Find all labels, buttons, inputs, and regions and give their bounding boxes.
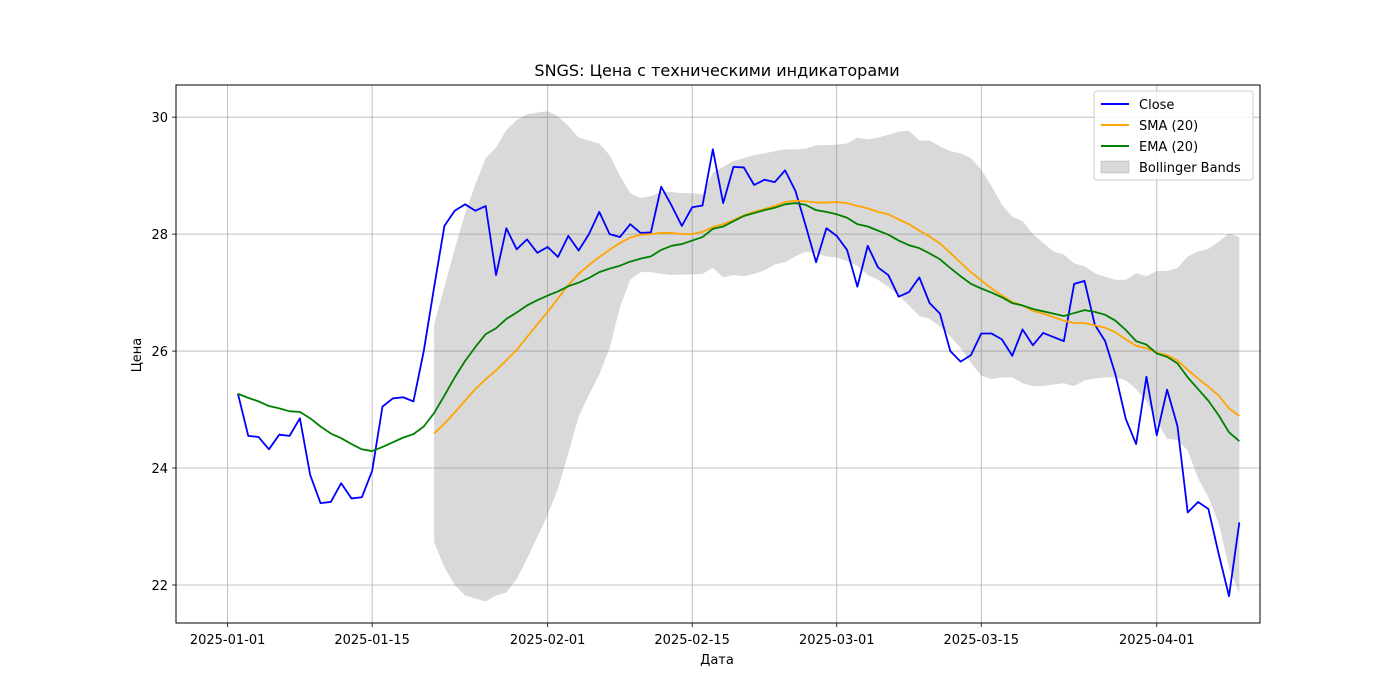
y-tick-label: 22: [151, 579, 168, 594]
legend: Close SMA (20) EMA (20) Bollinger Bands: [1093, 90, 1254, 181]
legend-box: [1093, 90, 1254, 181]
x-tick-label: 2025-03-15: [943, 633, 1019, 648]
chart-title: SNGS: Цена с техническими индикаторами: [534, 61, 899, 80]
sma-20-line: [433, 199, 1240, 435]
legend-label: Close: [1139, 98, 1174, 113]
y-axis-label: Цена: [130, 338, 145, 373]
x-tick-label: 2025-04-01: [1119, 633, 1195, 648]
x-tick-label: 2025-02-15: [654, 633, 730, 648]
ema-20-line: [237, 202, 1240, 452]
x-tick-label: 2025-01-01: [190, 633, 266, 648]
legend-swatch: [1100, 160, 1130, 174]
y-tick-label: 26: [151, 345, 168, 360]
x-tick-label: 2025-01-15: [334, 633, 410, 648]
bollinger-band-area: [434, 111, 1240, 602]
y-tick-label: 30: [151, 111, 168, 126]
y-tick-label: 24: [151, 462, 168, 477]
y-axis: 22 24 26 28 30: [151, 111, 176, 594]
series-layer: [237, 148, 1241, 597]
bollinger-band-layer: [434, 111, 1240, 602]
legend-label: EMA (20): [1139, 140, 1198, 155]
x-tick-label: 2025-02-01: [510, 633, 586, 648]
legend-label: Bollinger Bands: [1139, 161, 1241, 176]
grid: [176, 85, 1260, 623]
y-tick-label: 28: [151, 228, 168, 243]
x-tick-label: 2025-03-01: [799, 633, 875, 648]
x-axis-label: Дата: [700, 653, 734, 668]
legend-label: SMA (20): [1139, 119, 1198, 134]
x-axis: 2025-01-01 2025-01-15 2025-02-01 2025-02-15…: [190, 623, 1195, 648]
plot-frame: [175, 84, 1261, 624]
close-line: [237, 148, 1241, 597]
